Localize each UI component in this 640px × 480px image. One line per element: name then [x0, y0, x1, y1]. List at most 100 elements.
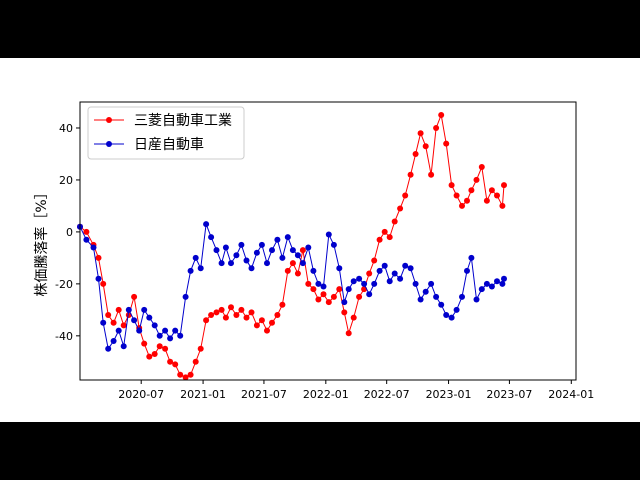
data-point-0-47 [320, 291, 327, 298]
data-point-1-27 [218, 260, 225, 267]
data-point-0-49 [330, 293, 337, 300]
data-point-0-1 [83, 228, 90, 235]
data-point-1-80 [488, 283, 495, 290]
data-point-0-45 [310, 286, 317, 293]
data-point-0-19 [177, 371, 184, 378]
x-tick-label-2: 2021-07 [241, 388, 287, 401]
data-point-1-17 [167, 335, 174, 342]
x-tick-label-0: 2020-07 [118, 388, 164, 401]
data-point-1-71 [443, 312, 450, 318]
y-axis: -40 -20 0 20 40 [55, 122, 80, 343]
data-point-1-30 [233, 252, 240, 259]
series-layer [77, 112, 507, 381]
data-point-0-66 [417, 130, 424, 137]
data-point-1-75 [464, 267, 470, 274]
data-point-0-41 [289, 260, 296, 267]
data-point-1-49 [330, 241, 337, 248]
data-point-1-68 [428, 280, 435, 287]
data-point-1-54 [356, 275, 363, 282]
data-point-0-14 [151, 351, 158, 357]
data-point-1-63 [402, 262, 409, 269]
legend-label-nissan: 日産自動車 [134, 136, 204, 153]
data-point-0-18 [172, 361, 179, 368]
data-point-1-65 [412, 280, 419, 287]
data-point-1-5 [105, 345, 112, 352]
data-point-1-28 [222, 244, 229, 251]
data-point-0-61 [391, 218, 398, 225]
data-point-1-29 [228, 260, 234, 267]
legend-box [87, 106, 245, 160]
data-point-1-11 [136, 327, 143, 334]
data-point-0-10 [131, 293, 138, 300]
data-point-0-15 [156, 343, 163, 350]
data-point-1-52 [345, 286, 352, 293]
data-point-0-34 [253, 322, 260, 329]
data-point-0-36 [264, 327, 270, 334]
data-point-1-46 [315, 280, 322, 287]
y-tick-label-1: -20 [55, 278, 73, 291]
data-point-1-14 [151, 322, 158, 329]
data-point-0-81 [494, 192, 500, 199]
data-point-0-74 [459, 202, 465, 209]
data-point-0-42 [294, 270, 301, 277]
data-point-1-78 [478, 286, 485, 293]
data-point-1-83 [501, 275, 507, 282]
y-tick-label-2: 0 [66, 226, 73, 239]
data-point-0-62 [397, 205, 404, 212]
plot-frame [79, 101, 577, 381]
x-tick-label-4: 2022-07 [364, 388, 410, 401]
x-tick-label-5: 2023-01 [426, 388, 472, 401]
series-1 [77, 221, 507, 352]
data-point-0-26 [213, 309, 220, 316]
data-point-0-29 [228, 304, 234, 311]
data-point-1-4 [100, 319, 107, 326]
data-point-0-50 [336, 286, 343, 293]
data-point-0-51 [341, 309, 348, 316]
data-point-1-10 [131, 317, 138, 324]
line-chart: 2020-07 2021-01 2021-07 2022-01 2022-07 2023-… [33, 101, 594, 401]
legend-marker-mitsubishi [106, 117, 112, 123]
data-point-0-53 [350, 314, 357, 321]
data-point-0-72 [448, 182, 455, 189]
data-point-1-79 [483, 280, 490, 287]
x-tick-label-1: 2021-01 [180, 388, 226, 401]
data-point-0-56 [366, 270, 373, 277]
data-point-1-34 [253, 249, 260, 256]
data-point-0-40 [284, 267, 291, 274]
data-point-0-25 [208, 312, 215, 318]
data-point-1-33 [248, 265, 255, 272]
data-point-0-20 [182, 374, 189, 381]
data-point-0-46 [315, 296, 322, 303]
data-point-1-56 [366, 291, 373, 298]
data-point-1-22 [192, 254, 199, 261]
data-point-0-8 [120, 322, 127, 329]
data-point-1-32 [243, 257, 250, 264]
data-point-1-61 [391, 270, 398, 277]
data-point-1-9 [125, 306, 132, 313]
data-point-0-73 [453, 192, 460, 199]
y-tick-label-0: -40 [55, 330, 73, 343]
data-point-1-24 [203, 221, 210, 228]
data-point-0-17 [167, 358, 174, 365]
data-point-0-69 [433, 125, 440, 131]
data-point-1-53 [350, 278, 357, 285]
data-point-0-48 [325, 299, 332, 306]
data-point-0-76 [468, 187, 475, 194]
data-point-0-21 [187, 371, 194, 378]
data-point-0-77 [473, 176, 480, 183]
data-point-0-70 [438, 112, 445, 118]
data-point-0-38 [274, 312, 281, 318]
data-point-0-7 [115, 306, 122, 313]
data-point-1-45 [310, 267, 317, 274]
data-point-1-70 [438, 301, 445, 308]
data-point-0-83 [501, 182, 507, 189]
data-point-1-43 [299, 260, 306, 267]
x-tick-label-3: 2022-01 [303, 388, 349, 401]
data-point-1-13 [146, 314, 153, 321]
chart-canvas: 2020-07 2021-01 2021-07 2022-01 2022-07 2023-… [0, 58, 640, 422]
legend: 三菱自動車工業 日産自動車 [87, 106, 245, 160]
series-0 [77, 112, 507, 381]
data-point-1-73 [453, 306, 460, 313]
data-point-0-71 [443, 140, 450, 147]
data-point-0-59 [381, 228, 388, 235]
